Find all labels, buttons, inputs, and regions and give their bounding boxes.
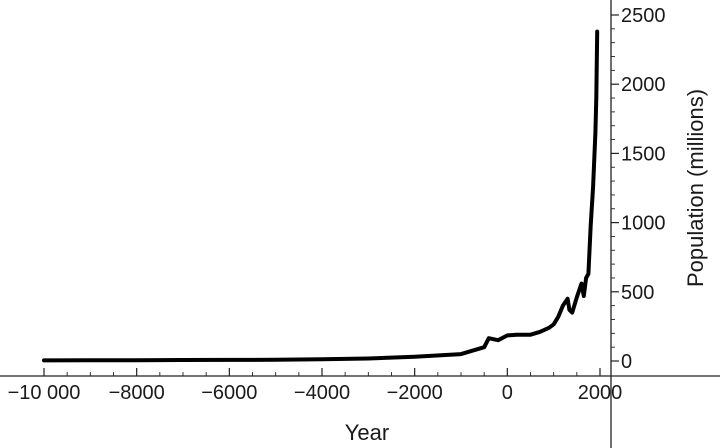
x-tick-label: 2000 <box>578 382 623 404</box>
y-tick-label: 0 <box>621 351 632 373</box>
x-tick-label: −8000 <box>109 382 165 404</box>
x-tick-label: 0 <box>502 382 513 404</box>
population-series-line <box>42 29 600 363</box>
x-tick-label: −4000 <box>294 382 350 404</box>
y-axis: 0 500 1000 1500 2000 2500 <box>610 0 666 448</box>
y-tick-label: 1500 <box>621 143 666 165</box>
y-tick-label: 1000 <box>621 213 666 235</box>
minor-ticks <box>66 28 615 376</box>
x-tick-label: −10 000 <box>8 382 81 404</box>
y-tick-label: 2000 <box>621 74 666 96</box>
x-tick-label: −2000 <box>387 382 443 404</box>
plot-area <box>42 29 600 363</box>
x-axis-title: Year <box>345 420 389 445</box>
y-tick-label: 2500 <box>621 5 666 27</box>
y-tick-label: 500 <box>621 282 654 304</box>
y-axis-title: Population (millions) <box>683 89 708 287</box>
x-tick-label: −6000 <box>201 382 257 404</box>
x-axis: −10 000 −8000 −6000 −4000 −2000 0 2000 <box>0 368 720 404</box>
